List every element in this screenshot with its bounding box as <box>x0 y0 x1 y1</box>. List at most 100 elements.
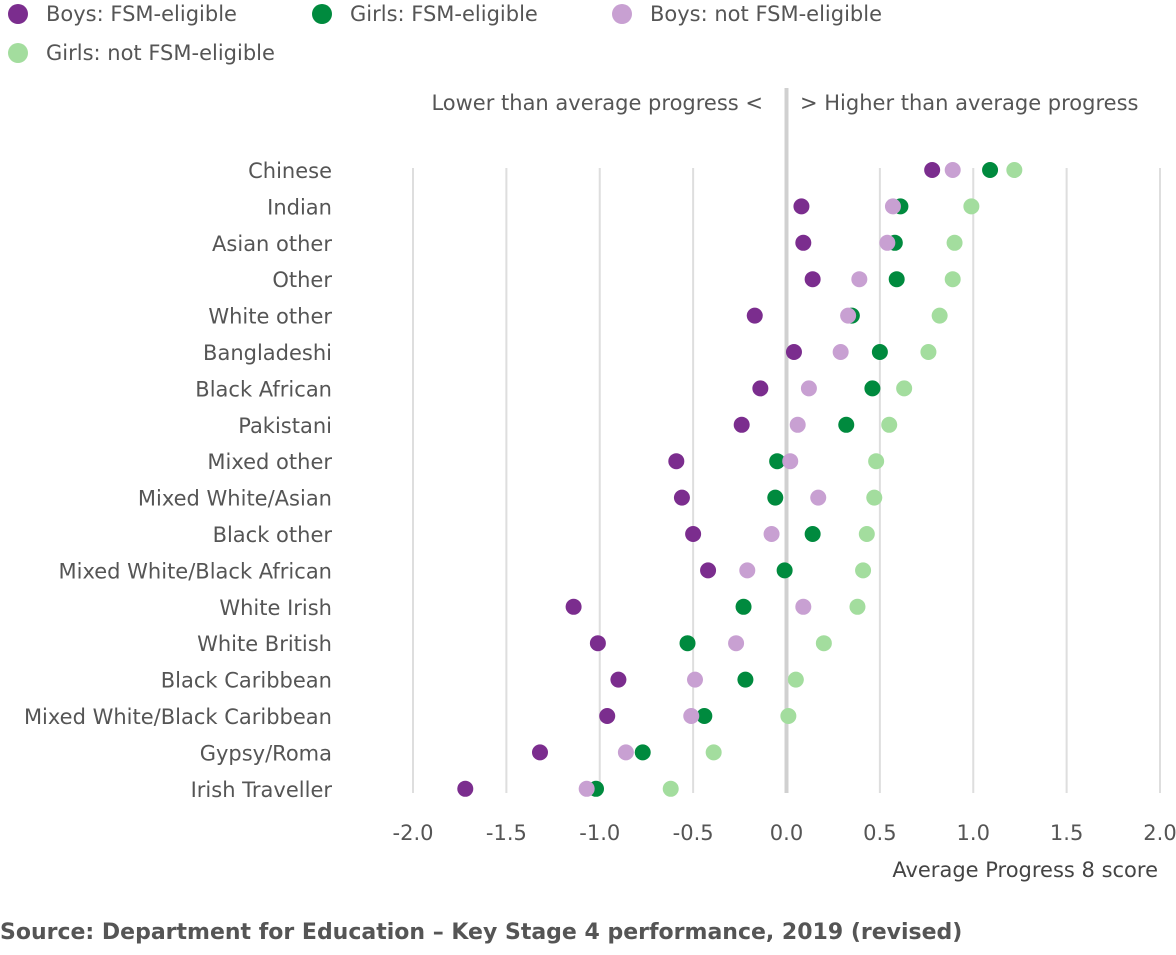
dot-boys-fsm-eligible-white-other <box>746 307 763 324</box>
dot-girls-fsm-eligible-white-irish <box>735 598 752 615</box>
dot-boys-not-fsm-eligible-irish-traveller <box>578 780 595 797</box>
category-label-mixed-white-asian: Mixed White/Asian <box>138 487 332 511</box>
dot-boys-fsm-eligible-black-other <box>685 526 702 542</box>
dot-girls-not-fsm-eligible-mixed-white-black-african <box>855 562 872 579</box>
dot-boys-fsm-eligible-white-irish <box>565 598 582 615</box>
category-label-white-other: White other <box>208 305 332 329</box>
legend-swatch-girls-not-fsm <box>8 43 28 63</box>
x-tick-label: 1.0 <box>957 821 990 845</box>
x-tick-label: -0.5 <box>673 821 714 845</box>
dot-girls-not-fsm-eligible-chinese <box>1006 162 1023 178</box>
legend-label-girls-not-fsm: Girls: not FSM-eligible <box>46 41 275 65</box>
dot-girls-not-fsm-eligible-black-caribbean <box>787 671 804 688</box>
dot-girls-fsm-eligible-black-other <box>804 526 821 542</box>
dot-girls-not-fsm-eligible-pakistani <box>881 416 898 433</box>
x-tick-label: 0.5 <box>863 821 896 845</box>
legend-item-boys-fsm: Boys: FSM-eligible <box>8 2 237 26</box>
dot-plot-chart: Chinese Indian Asian other Other White other… <box>24 88 1176 882</box>
category-label-mixed-white-black-caribbean: Mixed White/Black Caribbean <box>24 705 332 729</box>
dot-girls-fsm-eligible-white-british <box>679 635 696 652</box>
dot-boys-fsm-eligible-black-caribbean <box>610 671 627 688</box>
dot-boys-fsm-eligible-mixed-white-black-caribbean <box>599 708 616 724</box>
category-label-indian: Indian <box>267 195 332 219</box>
dot-boys-fsm-eligible-black-african <box>752 380 769 397</box>
dot-boys-not-fsm-eligible-pakistani <box>789 416 806 433</box>
dot-boys-fsm-eligible-mixed-white-asian <box>673 489 690 506</box>
dot-girls-fsm-eligible-mixed-white-asian <box>767 489 784 506</box>
x-tick-label: -1.0 <box>579 821 620 845</box>
dot-girls-not-fsm-eligible-mixed-white-black-caribbean <box>780 708 797 724</box>
dot-girls-not-fsm-eligible-white-british <box>815 635 832 652</box>
category-label-bangladeshi: Bangladeshi <box>203 341 332 365</box>
dot-boys-fsm-eligible-pakistani <box>733 416 750 433</box>
dot-boys-not-fsm-eligible-mixed-white-asian <box>810 489 827 506</box>
legend-label-boys-fsm: Boys: FSM-eligible <box>46 2 237 26</box>
dot-girls-not-fsm-eligible-indian <box>963 198 980 215</box>
x-tick-label: 1.5 <box>1050 821 1083 845</box>
dot-girls-not-fsm-eligible-other <box>944 271 961 288</box>
category-label-other: Other <box>272 268 332 292</box>
dot-boys-not-fsm-eligible-bangladeshi <box>832 344 849 360</box>
legend-item-girls-fsm: Girls: FSM-eligible <box>312 2 538 26</box>
legend-label-girls-fsm: Girls: FSM-eligible <box>350 2 538 26</box>
category-label-chinese: Chinese <box>248 159 332 183</box>
dot-girls-not-fsm-eligible-asian-other <box>946 234 963 251</box>
dot-girls-fsm-eligible-other <box>888 271 905 288</box>
dot-boys-fsm-eligible-irish-traveller <box>457 780 474 797</box>
dot-boys-not-fsm-eligible-white-british <box>728 635 745 652</box>
dot-girls-not-fsm-eligible-mixed-other <box>868 453 885 470</box>
category-labels: Chinese Indian Asian other Other White other… <box>24 159 332 802</box>
category-label-black-african: Black African <box>195 377 332 401</box>
dot-boys-fsm-eligible-white-british <box>589 635 606 652</box>
dot-boys-fsm-eligible-bangladeshi <box>785 344 802 360</box>
annotation-lower-progress: Lower than average progress < <box>431 91 763 115</box>
legend-swatch-boys-not-fsm <box>612 4 632 24</box>
x-tick-label: -1.5 <box>486 821 527 845</box>
legend-swatch-girls-fsm <box>312 4 332 24</box>
dot-girls-not-fsm-eligible-irish-traveller <box>662 780 679 797</box>
dot-girls-not-fsm-eligible-black-african <box>896 380 913 397</box>
category-label-gypsy-roma: Gypsy/Roma <box>200 741 332 765</box>
dot-girls-fsm-eligible-mixed-white-black-african <box>776 562 793 579</box>
dot-boys-fsm-eligible-indian <box>793 198 810 215</box>
x-tick-labels: -2.0 -1.5 -1.0 -0.5 0.0 0.5 1.0 1.5 2.0 <box>393 821 1176 845</box>
dot-girls-not-fsm-eligible-gypsy-roma <box>705 744 722 761</box>
dot-boys-not-fsm-eligible-white-other <box>840 307 857 324</box>
data-points <box>457 162 1023 797</box>
dot-girls-not-fsm-eligible-white-irish <box>849 598 866 615</box>
dot-boys-fsm-eligible-gypsy-roma <box>531 744 548 761</box>
category-label-black-caribbean: Black Caribbean <box>161 669 332 693</box>
dot-boys-fsm-eligible-asian-other <box>795 234 812 251</box>
dot-boys-not-fsm-eligible-black-other <box>763 526 780 542</box>
dot-girls-not-fsm-eligible-white-other <box>931 307 948 324</box>
annotation-higher-progress: > Higher than average progress <box>800 91 1138 115</box>
dot-boys-not-fsm-eligible-white-irish <box>795 598 812 615</box>
dot-boys-not-fsm-eligible-indian <box>884 198 901 215</box>
dot-boys-not-fsm-eligible-asian-other <box>879 234 896 251</box>
dot-boys-not-fsm-eligible-gypsy-roma <box>617 744 634 761</box>
dot-girls-fsm-eligible-mixed-other <box>769 453 786 470</box>
dot-girls-fsm-eligible-black-african <box>864 380 881 397</box>
dot-boys-not-fsm-eligible-chinese <box>944 162 961 178</box>
x-tick-label: 0.0 <box>770 821 803 845</box>
dot-boys-fsm-eligible-mixed-other <box>668 453 685 470</box>
source-note: Source: Department for Education – Key S… <box>0 920 963 945</box>
category-label-mixed-white-black-african: Mixed White/Black African <box>59 559 333 583</box>
category-label-asian-other: Asian other <box>212 232 332 256</box>
legend-item-girls-not-fsm: Girls: not FSM-eligible <box>8 41 275 65</box>
x-axis-label: Average Progress 8 score <box>892 858 1158 882</box>
category-label-black-other: Black other <box>213 523 333 547</box>
dot-girls-fsm-eligible-bangladeshi <box>871 344 888 360</box>
legend-item-boys-not-fsm: Boys: not FSM-eligible <box>612 2 882 26</box>
dot-girls-not-fsm-eligible-black-other <box>858 526 875 542</box>
category-label-irish-traveller: Irish Traveller <box>191 778 333 802</box>
dot-girls-fsm-eligible-chinese <box>982 162 999 178</box>
dot-boys-not-fsm-eligible-mixed-white-black-african <box>739 562 756 579</box>
x-tick-label: -2.0 <box>393 821 434 845</box>
dot-girls-fsm-eligible-black-caribbean <box>737 671 754 688</box>
legend-label-boys-not-fsm: Boys: not FSM-eligible <box>650 2 883 26</box>
legend: Boys: FSM-eligible Girls: FSM-eligible B… <box>0 0 1176 70</box>
category-label-white-irish: White Irish <box>219 596 332 620</box>
category-label-mixed-other: Mixed other <box>207 450 332 474</box>
category-label-pakistani: Pakistani <box>238 414 332 438</box>
